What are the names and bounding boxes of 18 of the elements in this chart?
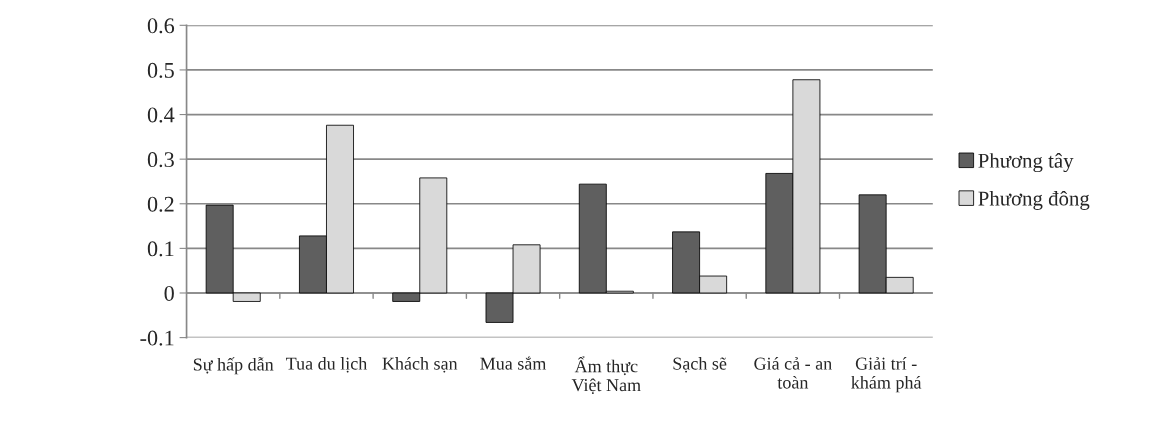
y-tick-label: -0.1 bbox=[140, 330, 174, 346]
x-tick-label: Giá cả - an toàn bbox=[754, 357, 832, 389]
y-tick-label: 0.5 bbox=[147, 62, 174, 78]
x-tick-label: Sạch sẽ bbox=[673, 357, 727, 373]
y-tick-label: 0.6 bbox=[147, 18, 175, 34]
x-tick-label: Giải trí - khám phá bbox=[851, 357, 922, 393]
x-tick-label: Ẩm thực Việt Nam bbox=[571, 356, 641, 395]
y-tick-label: 0.3 bbox=[147, 152, 174, 168]
x-tick-label: Mua sắm bbox=[480, 356, 547, 370]
y-tick-label: 0.1 bbox=[147, 241, 174, 257]
x-tick-label: Khách sạn bbox=[382, 357, 458, 373]
x-tick-label: Sự hấp dẫn bbox=[193, 357, 274, 375]
legend-label: Phương tây bbox=[978, 153, 1074, 173]
y-tick-label: 0 bbox=[164, 285, 174, 301]
legend-label: Phương đông bbox=[978, 190, 1090, 210]
x-tick-label: Tua du lịch bbox=[286, 357, 368, 373]
y-tick-label: 0.2 bbox=[147, 196, 174, 212]
y-tick-label: 0.4 bbox=[147, 107, 175, 123]
